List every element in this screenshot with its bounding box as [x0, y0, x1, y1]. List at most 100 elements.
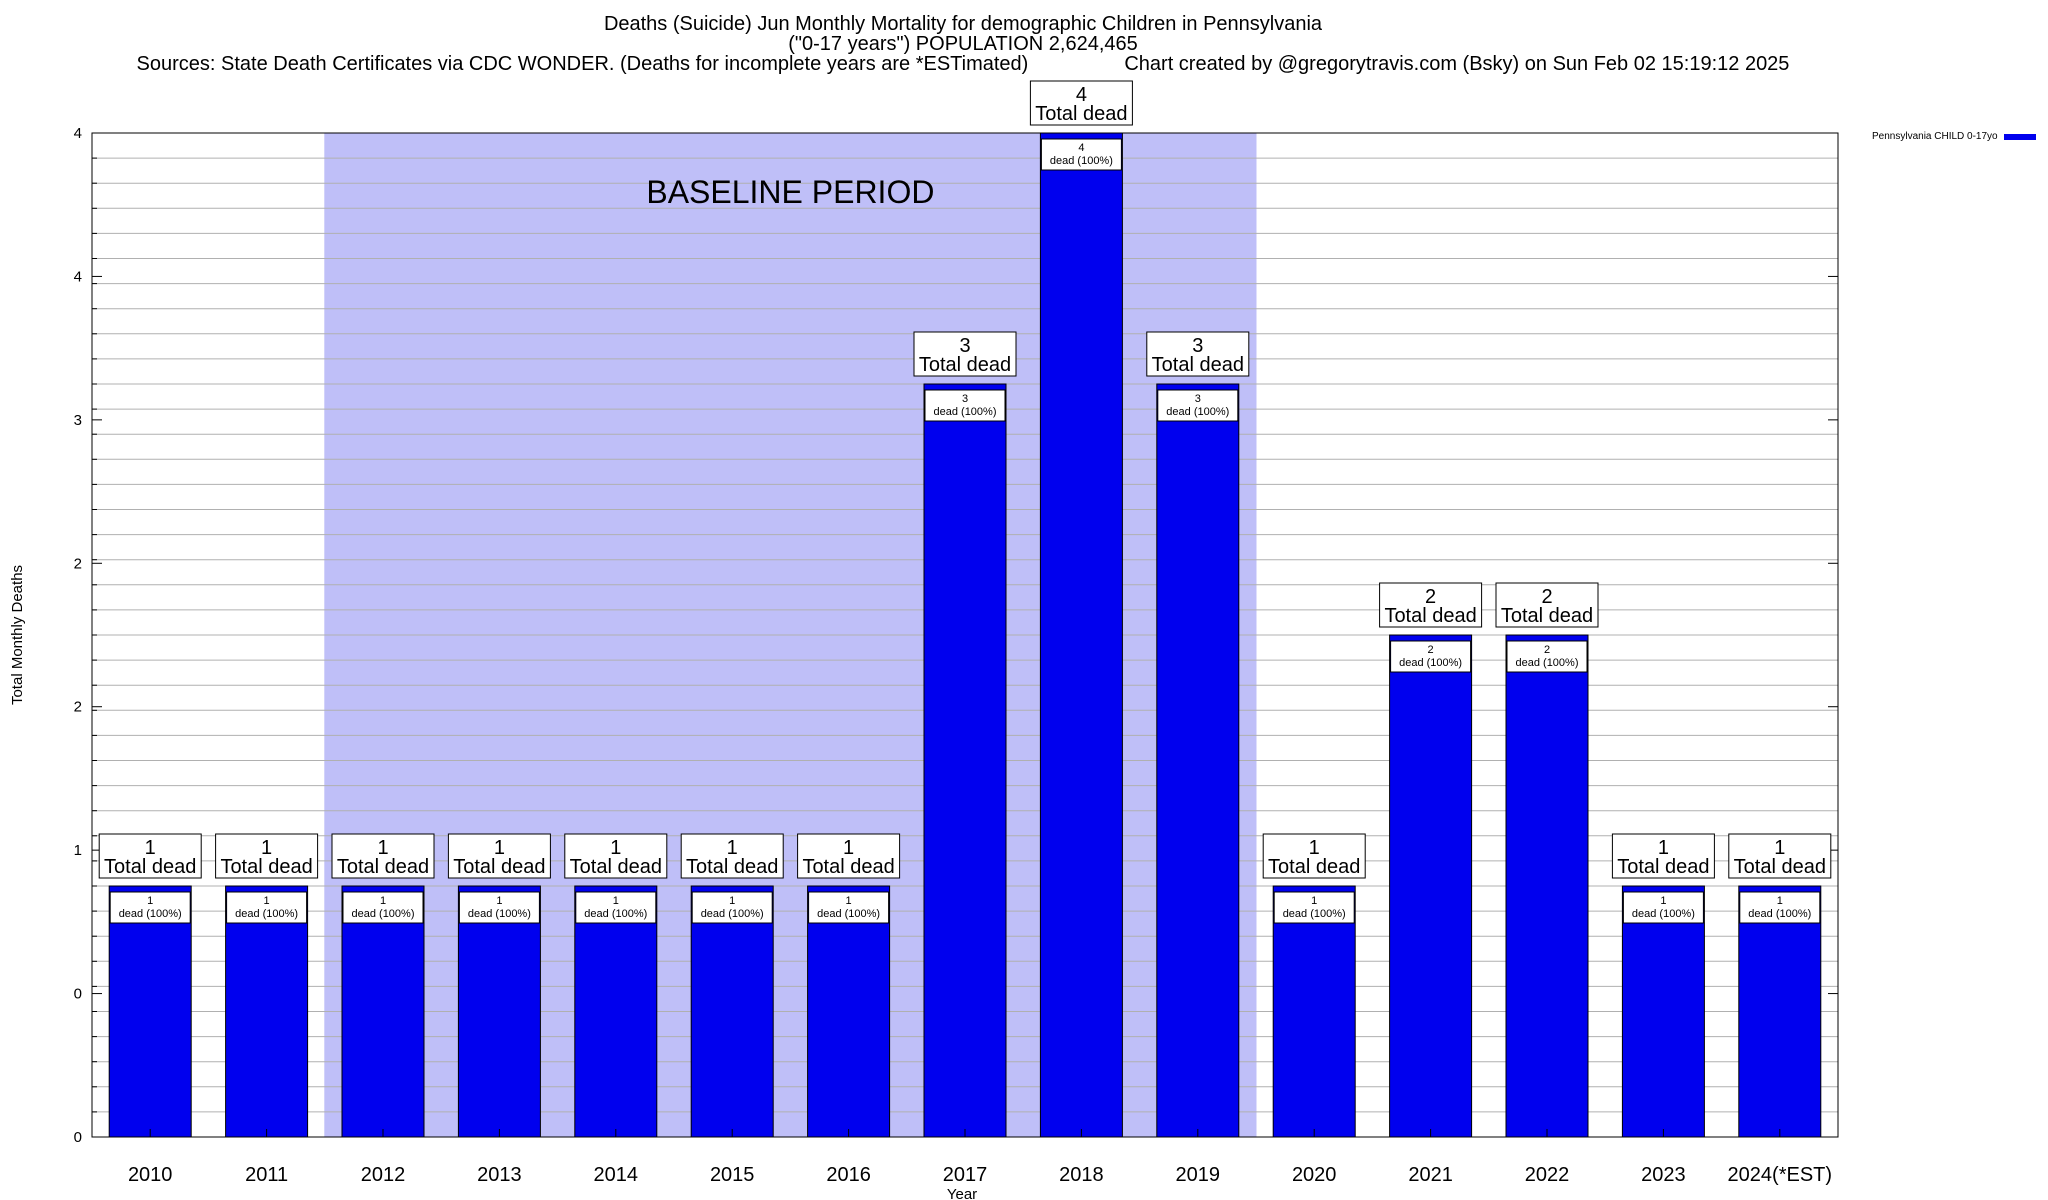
inner-label-text: dead (100%): [817, 908, 880, 920]
top-label-value: 1: [494, 837, 505, 859]
inner-label-box: [109, 891, 191, 924]
top-label-text: Total dead: [1501, 605, 1593, 627]
top-label-value: 1: [261, 837, 272, 859]
x-tick-label: 2013: [477, 1164, 522, 1186]
legend-swatch: [2003, 133, 2036, 140]
top-label-text: Total dead: [220, 856, 312, 878]
x-tick-label: 2020: [1292, 1164, 1337, 1186]
inner-label-value: 2: [1428, 644, 1434, 656]
top-label-value: 2: [1541, 586, 1552, 608]
x-tick-label: 2024(*EST): [1728, 1164, 1833, 1186]
top-label-box: [1728, 833, 1832, 879]
top-label-box: [1379, 582, 1483, 628]
legend-label: Pennsylvania CHILD 0-17yo: [1872, 131, 1998, 142]
x-tick-label: 2017: [943, 1164, 988, 1186]
bar: [225, 885, 309, 1138]
top-label-box: [331, 833, 435, 879]
inner-label-value: 1: [380, 895, 386, 907]
inner-label-box: [458, 891, 540, 924]
credit-text: Chart created by @gregorytravis.com (Bsk…: [1124, 53, 1790, 75]
top-label-value: 1: [1309, 837, 1320, 859]
top-label-value: 3: [1192, 335, 1203, 357]
bar: [1039, 132, 1123, 1138]
inner-label-box: [924, 389, 1006, 422]
top-label-box: [564, 833, 668, 879]
inner-label-box: [1390, 640, 1472, 673]
top-label-text: Total dead: [337, 856, 429, 878]
bar: [108, 885, 192, 1138]
inner-label-text: dead (100%): [1166, 406, 1229, 418]
top-label-value: 1: [1658, 837, 1669, 859]
top-label-text: Total dead: [1268, 856, 1360, 878]
inner-label-text: dead (100%): [1632, 908, 1695, 920]
bar: [1505, 634, 1589, 1138]
bar: [807, 885, 891, 1138]
inner-label-text: dead (100%): [701, 908, 764, 920]
inner-label-text: dead (100%): [119, 908, 182, 920]
x-tick-label: 2023: [1641, 1164, 1686, 1186]
inner-label-value: 1: [1660, 895, 1666, 907]
inner-label-value: 1: [613, 895, 619, 907]
top-label-box: [680, 833, 784, 879]
inner-label-text: dead (100%): [468, 908, 531, 920]
bar: [1738, 885, 1822, 1138]
x-tick-label: 2019: [1176, 1164, 1221, 1186]
inner-label-box: [1273, 891, 1355, 924]
top-label-value: 1: [727, 837, 738, 859]
top-label-text: Total dead: [1035, 103, 1127, 125]
x-tick-label: 2011: [245, 1164, 288, 1186]
y-tick-label: 4: [74, 125, 82, 142]
top-label-text: Total dead: [802, 856, 894, 878]
inner-label-box: [1157, 389, 1239, 422]
x-tick-label: 2018: [1059, 1164, 1104, 1186]
top-label-text: Total dead: [686, 856, 778, 878]
top-label-text: Total dead: [1734, 856, 1826, 878]
top-label-box: [797, 833, 901, 879]
inner-label-box: [575, 891, 657, 924]
top-label-value: 2: [1425, 586, 1436, 608]
top-label-value: 4: [1076, 84, 1087, 106]
y-tick-label: 2: [74, 555, 82, 572]
inner-label-value: 1: [496, 895, 502, 907]
inner-label-box: [808, 891, 890, 924]
x-tick-label: 2014: [594, 1164, 639, 1186]
top-label-box: [1262, 833, 1366, 879]
inner-label-text: dead (100%): [1399, 657, 1462, 669]
chart-title: Deaths (Suicide) Jun Monthly Mortality f…: [603, 13, 1323, 35]
top-label-value: 1: [1774, 837, 1785, 859]
inner-label-box: [342, 891, 424, 924]
y-tick-label: 1: [74, 842, 82, 859]
x-tick-label: 2010: [128, 1164, 173, 1186]
top-label-box: [447, 833, 551, 879]
bar: [923, 383, 1007, 1138]
bar: [574, 885, 658, 1138]
inner-label-text: dead (100%): [1748, 908, 1811, 920]
bar: [1389, 634, 1473, 1138]
y-tick-label: 3: [74, 412, 82, 429]
inner-label-box: [1622, 891, 1704, 924]
inner-label-value: 3: [1195, 393, 1201, 405]
inner-label-value: 1: [264, 895, 270, 907]
chart-sources-line: Sources: State Death Certificates via CD…: [0, 53, 1926, 75]
bar: [457, 885, 541, 1138]
top-label-text: Total dead: [104, 856, 196, 878]
x-tick-label: 2016: [826, 1164, 871, 1186]
inner-label-box: [1040, 138, 1122, 171]
x-tick-label: 2022: [1525, 1164, 1570, 1186]
top-label-box: [215, 833, 319, 879]
top-label-value: 1: [843, 837, 854, 859]
top-label-text: Total dead: [1152, 354, 1244, 376]
inner-label-text: dead (100%): [934, 406, 997, 418]
inner-label-value: 4: [1078, 142, 1084, 154]
top-label-value: 1: [145, 837, 156, 859]
inner-label-text: dead (100%): [1050, 155, 1113, 167]
inner-label-box: [691, 891, 773, 924]
sources-text: Sources: State Death Certificates via CD…: [136, 53, 1029, 75]
x-tick-label: 2015: [710, 1164, 755, 1186]
y-tick-label: 0: [74, 1129, 82, 1146]
inner-label-value: 1: [846, 895, 852, 907]
top-label-box: [1495, 582, 1599, 628]
inner-label-box: [1506, 640, 1588, 673]
inner-label-value: 1: [729, 895, 735, 907]
